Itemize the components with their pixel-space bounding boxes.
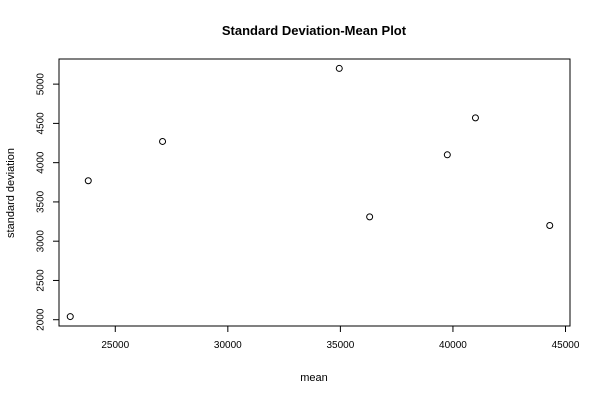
data-point [84, 177, 92, 185]
data-point [335, 64, 343, 72]
data-point [159, 137, 167, 145]
x-axis-title: mean [300, 372, 328, 384]
y-tick-label: 2000 [36, 308, 47, 331]
y-tick-label: 4000 [36, 151, 47, 174]
y-tick-label: 2500 [36, 269, 47, 292]
y-tick-label: 3000 [36, 230, 47, 253]
y-tick-label: 3500 [36, 190, 47, 213]
y-axis-title: standard deviation [5, 148, 17, 238]
y-tick-label: 5000 [36, 73, 47, 96]
x-tick-label: 30000 [214, 340, 242, 351]
data-point [546, 221, 554, 229]
x-tick-label: 35000 [326, 340, 354, 351]
x-tick-label: 25000 [101, 340, 129, 351]
x-tick-label: 45000 [552, 340, 580, 351]
plot-frame [58, 58, 571, 327]
y-axis: 2000 2500 3000 3500 4000 4500 5000 [36, 73, 60, 331]
data-point [471, 114, 479, 122]
y-tick-label: 4500 [36, 112, 47, 135]
chart-title: Standard Deviation-Mean Plot [222, 23, 407, 38]
data-point [443, 151, 451, 159]
data-point [366, 213, 374, 221]
x-axis: 25000 30000 35000 40000 45000 [101, 325, 580, 351]
x-tick-label: 40000 [439, 340, 467, 351]
data-points [66, 64, 554, 321]
data-point [66, 313, 74, 321]
